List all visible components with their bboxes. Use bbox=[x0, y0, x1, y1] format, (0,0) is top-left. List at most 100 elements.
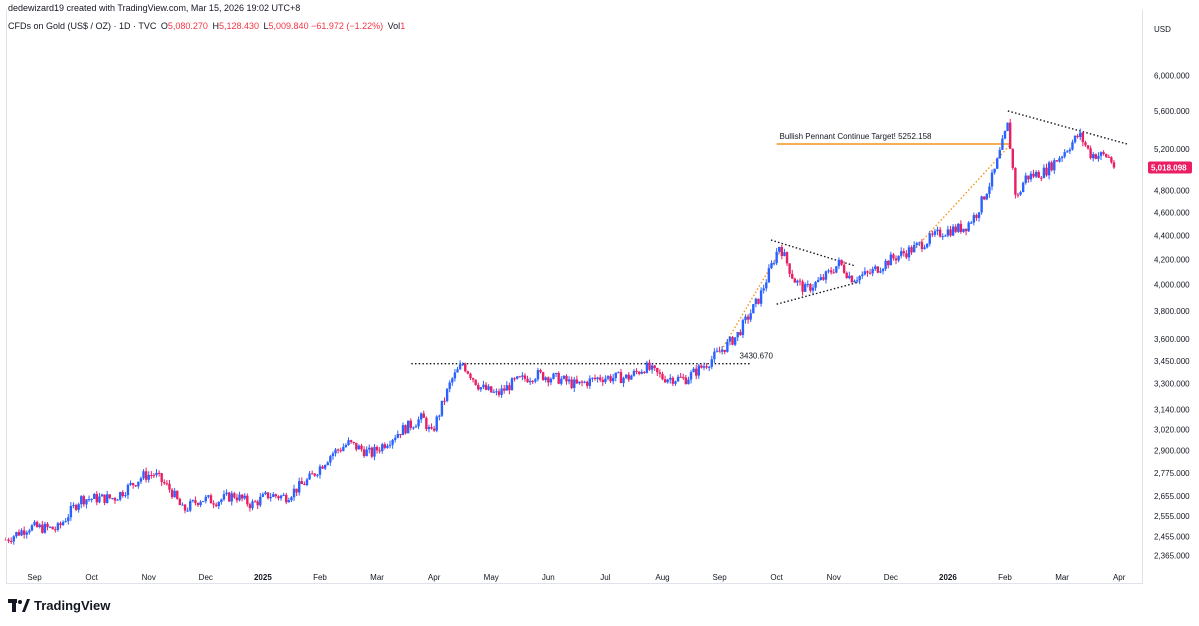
candle-body bbox=[9, 541, 13, 543]
symbol-legend[interactable]: CFDs on Gold (US$ / OZ) · 1D · TVC O5,08… bbox=[8, 21, 405, 31]
candle-body bbox=[105, 494, 109, 503]
candle-body bbox=[126, 484, 130, 496]
target-annotation[interactable]: Bullish Pennant Continue Target! 5252.15… bbox=[780, 132, 933, 141]
candle-body bbox=[396, 434, 400, 438]
flagpole-2[interactable] bbox=[910, 143, 1012, 254]
candle-body bbox=[399, 434, 402, 436]
candle-body bbox=[298, 481, 301, 493]
candle-body bbox=[549, 378, 553, 383]
candle-body bbox=[360, 445, 363, 450]
pennant-lower-1[interactable] bbox=[776, 281, 860, 305]
candle-body bbox=[108, 494, 111, 499]
currency-label[interactable]: USD bbox=[1154, 25, 1171, 34]
candle-body bbox=[178, 498, 182, 506]
candle-body bbox=[495, 391, 498, 393]
candle-body bbox=[388, 444, 392, 446]
y-tick-label: 4,600.000 bbox=[1154, 208, 1190, 217]
candle-body bbox=[1053, 160, 1056, 171]
candle-body bbox=[448, 382, 451, 389]
candle-body bbox=[220, 499, 223, 503]
candle-body bbox=[1006, 122, 1009, 132]
candle-body bbox=[650, 365, 654, 370]
candle-body bbox=[534, 379, 537, 382]
candle-body bbox=[274, 494, 278, 497]
candle-body bbox=[339, 450, 342, 452]
candle-body bbox=[279, 495, 283, 499]
candle-body bbox=[728, 336, 732, 342]
candle-body bbox=[902, 251, 905, 254]
candle-body bbox=[944, 235, 947, 237]
x-tick-label: Nov bbox=[827, 573, 841, 582]
candle-body bbox=[33, 521, 36, 526]
candle-body bbox=[510, 378, 514, 391]
candle-body bbox=[479, 387, 483, 390]
resistance-annotation[interactable]: 3430.670 bbox=[740, 352, 774, 361]
candle-body bbox=[1011, 148, 1014, 168]
x-tick-label: Nov bbox=[142, 573, 156, 582]
candle-body bbox=[749, 313, 752, 320]
candle-body bbox=[567, 379, 571, 382]
candle-body bbox=[1068, 149, 1072, 152]
candle-body bbox=[1076, 135, 1079, 137]
tradingview-logo[interactable]: TradingView bbox=[8, 598, 110, 613]
candle-body bbox=[1014, 167, 1017, 195]
candle-body bbox=[975, 215, 978, 218]
candle-body bbox=[214, 504, 218, 507]
candle-body bbox=[183, 504, 187, 511]
candle-body bbox=[814, 281, 817, 288]
candle-body bbox=[801, 281, 804, 292]
x-tick-label: Dec bbox=[199, 573, 213, 582]
candle-body bbox=[837, 259, 841, 267]
y-tick-label: 5,600.000 bbox=[1154, 107, 1190, 116]
candle-body bbox=[835, 266, 838, 273]
candle-body bbox=[573, 379, 576, 389]
candle-body bbox=[632, 370, 636, 376]
candle-body bbox=[705, 366, 708, 368]
candle-body bbox=[318, 466, 322, 475]
candle-body bbox=[1071, 142, 1074, 150]
candle-body bbox=[186, 510, 189, 512]
y-tick-label: 5,200.000 bbox=[1154, 145, 1190, 154]
candle-body bbox=[687, 379, 690, 385]
x-tick-label: May bbox=[484, 573, 499, 582]
y-tick-label: 4,400.000 bbox=[1154, 231, 1190, 240]
candle-body bbox=[113, 498, 117, 501]
candle-body bbox=[487, 386, 490, 390]
symbol-name[interactable]: CFDs on Gold (US$ / OZ) · 1D · TVC bbox=[8, 21, 157, 31]
candle-body bbox=[666, 379, 669, 383]
candle-body bbox=[77, 504, 80, 510]
y-tick-label: 3,140.000 bbox=[1154, 405, 1190, 414]
candle-body bbox=[15, 532, 18, 537]
candle-body bbox=[243, 495, 246, 499]
candle-body bbox=[352, 441, 355, 443]
pennant-upper-2[interactable] bbox=[1007, 110, 1128, 145]
candle-body bbox=[990, 172, 994, 187]
candle-body bbox=[855, 280, 859, 282]
candle-body bbox=[139, 478, 143, 482]
candle-body bbox=[435, 416, 438, 431]
last-price-label: 5,018.098 bbox=[1151, 164, 1187, 173]
candle-body bbox=[713, 351, 716, 360]
candle-body bbox=[663, 379, 667, 383]
candle-body bbox=[606, 376, 610, 379]
candle-body bbox=[819, 277, 822, 281]
candle-body bbox=[622, 377, 625, 384]
candle-body bbox=[796, 280, 799, 283]
candle-body bbox=[827, 270, 830, 272]
y-tick-label: 4,800.000 bbox=[1154, 186, 1190, 195]
candle-body bbox=[391, 439, 394, 445]
candle-body bbox=[985, 193, 989, 200]
candle-body bbox=[866, 271, 869, 273]
candle-body bbox=[868, 272, 872, 274]
candle-body bbox=[38, 524, 41, 528]
candle-body bbox=[661, 373, 664, 380]
candle-body bbox=[897, 255, 900, 261]
candle-body bbox=[357, 445, 361, 450]
candle-body bbox=[152, 475, 156, 477]
candle-body bbox=[536, 370, 540, 380]
candle-body bbox=[996, 158, 999, 169]
candle-body bbox=[601, 379, 605, 383]
candle-body bbox=[1042, 167, 1046, 178]
x-tick-label: Mar bbox=[370, 573, 384, 582]
